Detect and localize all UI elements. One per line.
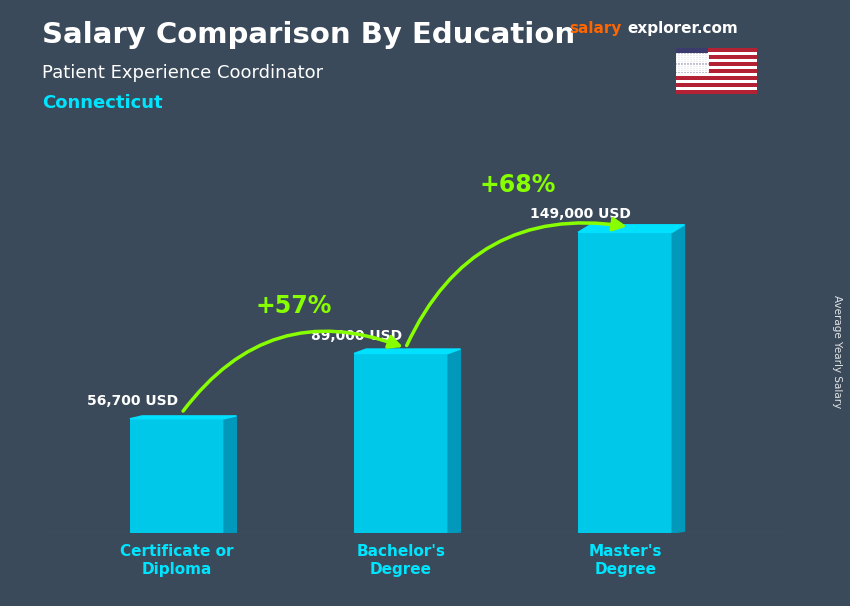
Text: 89,000 USD: 89,000 USD [310, 328, 402, 342]
Text: explorer.com: explorer.com [627, 21, 738, 36]
Text: Average Yearly Salary: Average Yearly Salary [832, 295, 842, 408]
Text: 149,000 USD: 149,000 USD [530, 207, 631, 221]
Polygon shape [224, 416, 236, 533]
Bar [676, 84, 756, 87]
Bar [676, 48, 756, 52]
Text: Salary Comparison By Education: Salary Comparison By Education [42, 21, 575, 49]
Bar [676, 73, 756, 76]
Bar [354, 353, 448, 533]
Text: salary: salary [570, 21, 622, 36]
Bar [676, 59, 756, 62]
Bar [676, 56, 756, 59]
Bar [676, 80, 756, 84]
Polygon shape [130, 416, 236, 419]
Bar [676, 87, 756, 90]
Text: +57%: +57% [255, 295, 332, 318]
Text: 56,700 USD: 56,700 USD [87, 394, 178, 408]
Polygon shape [672, 225, 684, 533]
Text: +68%: +68% [479, 173, 556, 197]
Bar [676, 90, 756, 94]
Polygon shape [354, 349, 461, 353]
Polygon shape [448, 349, 461, 533]
Polygon shape [578, 225, 684, 232]
Bar [578, 232, 672, 533]
Bar [676, 76, 756, 80]
Bar [676, 66, 756, 70]
Bar [676, 70, 756, 73]
Text: Connecticut: Connecticut [42, 94, 163, 112]
Text: Patient Experience Coordinator: Patient Experience Coordinator [42, 64, 324, 82]
Bar [130, 419, 224, 533]
Bar [676, 48, 708, 73]
Bar [676, 52, 756, 56]
Bar [676, 62, 756, 66]
